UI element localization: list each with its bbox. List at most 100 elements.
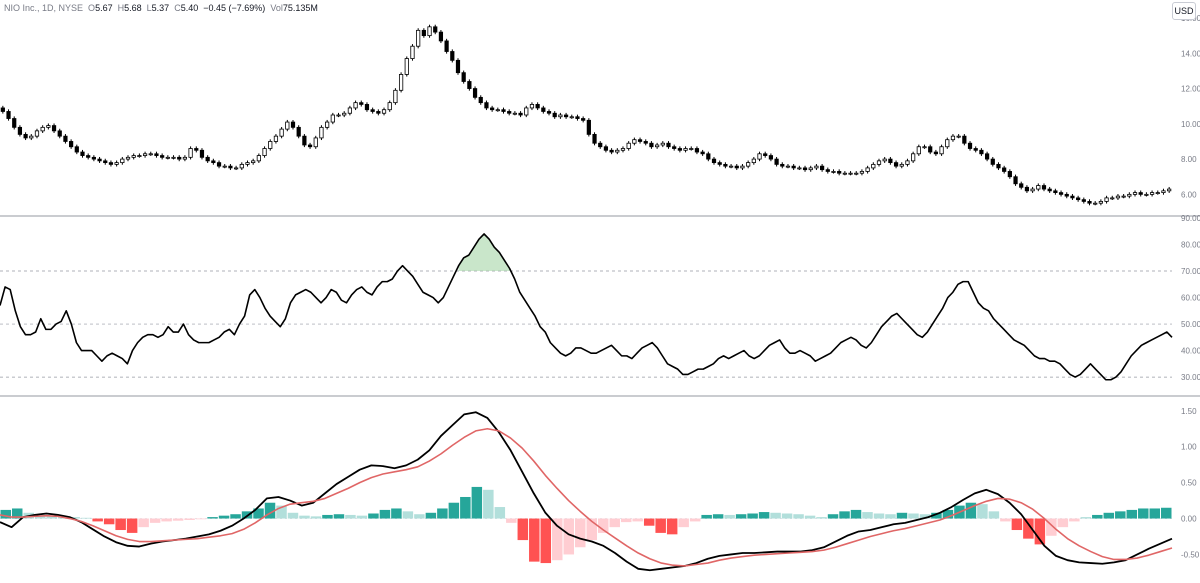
candle-body <box>842 172 847 175</box>
candle <box>290 119 296 130</box>
y-tick-label: 10.00 <box>1181 120 1200 129</box>
candle-body <box>131 155 136 158</box>
macd-histogram-bar <box>827 514 839 519</box>
candle <box>495 107 500 112</box>
macd-histogram-bar <box>1057 518 1069 528</box>
macd-histogram-bar <box>402 511 414 519</box>
candle <box>239 162 244 171</box>
currency-button[interactable]: USD <box>1172 2 1196 20</box>
candle-body <box>165 156 170 159</box>
macd-histogram-bar <box>552 518 563 561</box>
symbol-name: NIO Inc., 1D, NYSE <box>4 3 84 13</box>
macd-histogram-bar <box>666 518 678 535</box>
candle <box>837 169 842 176</box>
candle-body <box>984 153 990 160</box>
macd-histogram-bar <box>873 513 885 519</box>
candle <box>956 134 961 139</box>
candle-body <box>990 158 995 165</box>
macd-histogram-bar <box>184 518 195 520</box>
candle <box>802 165 808 172</box>
candle-body <box>268 141 273 149</box>
candle-body <box>29 135 34 139</box>
macd-histogram-bar <box>896 512 908 519</box>
candle <box>416 28 421 49</box>
low-value: 5.37 <box>151 3 170 13</box>
candle-body <box>711 158 717 164</box>
candle <box>376 109 381 116</box>
candle-body <box>660 142 665 146</box>
candle <box>69 139 74 149</box>
candle-body <box>939 146 944 155</box>
candle <box>524 105 529 118</box>
candle-body <box>859 171 865 174</box>
macd-line <box>0 411 1173 572</box>
candle <box>1013 174 1018 186</box>
candle-body <box>17 126 23 135</box>
macd-histogram-bar <box>103 518 115 525</box>
candle <box>933 149 938 156</box>
candle <box>307 142 313 149</box>
candle-body <box>80 151 85 156</box>
candle <box>393 88 398 105</box>
candle <box>552 111 557 119</box>
candle <box>427 24 432 38</box>
macd-histogram-bar <box>276 505 287 519</box>
candle <box>63 134 68 144</box>
candle <box>888 156 893 165</box>
y-tick-label: 40.00 <box>1181 347 1200 356</box>
macd-histogram-bar <box>80 517 92 519</box>
candle-body <box>23 133 28 139</box>
macd-histogram-bar <box>781 513 793 519</box>
candle-body <box>791 165 796 169</box>
candle-body <box>723 163 728 167</box>
macd-histogram-bar <box>942 509 954 519</box>
candle-body <box>672 146 677 149</box>
candle <box>808 165 813 172</box>
candle-body <box>1053 190 1058 194</box>
macd-histogram-bar <box>345 514 356 519</box>
candle-body <box>529 104 535 109</box>
candle-body <box>296 126 301 137</box>
candle <box>262 146 267 158</box>
candle <box>820 164 825 172</box>
candle-body <box>154 153 159 156</box>
macd-histogram-bar <box>448 502 460 519</box>
macd-histogram-bar <box>218 515 230 519</box>
candle-body <box>279 128 284 137</box>
macd-histogram-bar <box>368 513 379 519</box>
candle-body <box>603 146 609 151</box>
macd-histogram-bar <box>264 502 276 519</box>
macd-histogram-bar <box>620 518 632 523</box>
candle <box>1098 199 1103 206</box>
candle <box>228 164 233 171</box>
candle <box>1024 185 1030 193</box>
candle-body <box>876 160 882 165</box>
volume-label: Vol <box>270 3 283 13</box>
candle-body <box>882 158 887 162</box>
candle-body <box>677 148 682 151</box>
candle <box>1104 195 1109 204</box>
macd-histogram-bar <box>483 489 494 519</box>
macd-histogram-bar <box>322 514 333 519</box>
candle-body <box>74 146 79 153</box>
candle-body <box>319 126 324 139</box>
candle-body <box>979 149 984 155</box>
candle <box>188 146 193 160</box>
candle <box>558 112 563 119</box>
candle <box>6 109 11 121</box>
candle-body <box>194 148 199 151</box>
candle <box>831 169 836 174</box>
candle-body <box>472 88 478 98</box>
candle-body <box>6 111 11 119</box>
candle-body <box>518 112 523 116</box>
candle <box>842 171 847 176</box>
macd-histogram-bar <box>1138 508 1149 519</box>
macd-histogram-bar <box>540 518 552 564</box>
candle-body <box>734 165 739 169</box>
candle <box>325 119 330 130</box>
candle <box>984 151 990 162</box>
candle <box>620 146 626 153</box>
candle <box>296 125 301 139</box>
y-tick-label: 6.00 <box>1181 190 1197 199</box>
